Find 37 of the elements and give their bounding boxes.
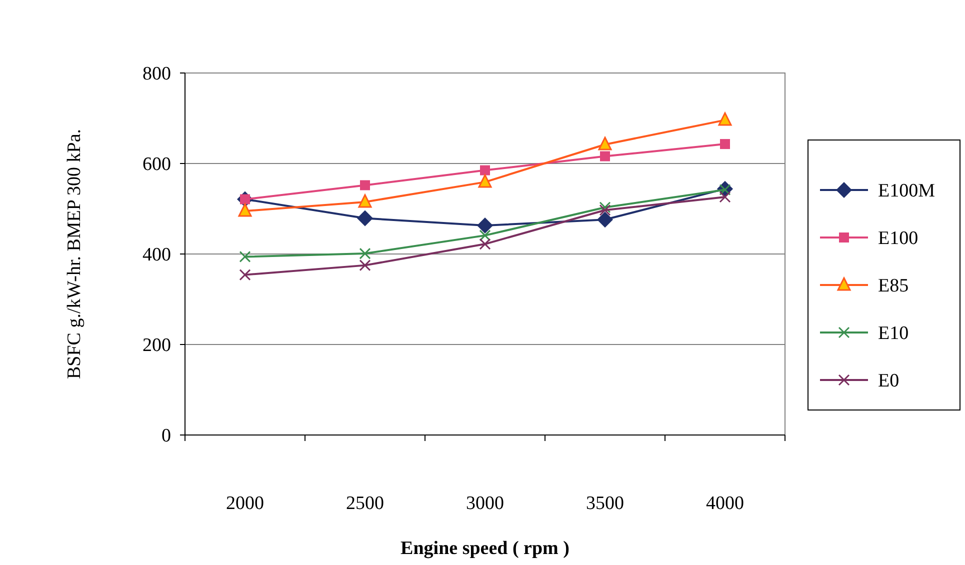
x-tick-label: 3000 bbox=[466, 493, 504, 514]
point bbox=[718, 112, 732, 126]
legend-label: E0 bbox=[878, 370, 900, 392]
legend-label: E85 bbox=[878, 276, 909, 297]
point bbox=[477, 217, 493, 234]
point bbox=[360, 180, 370, 190]
point bbox=[239, 269, 251, 281]
point bbox=[478, 174, 492, 188]
point bbox=[597, 212, 613, 228]
point bbox=[358, 194, 372, 208]
x-tick-label: 2500 bbox=[346, 493, 384, 514]
y-axis-title: BSFC g./kW-hr. BMEP 300 kPa. bbox=[64, 128, 85, 380]
point bbox=[359, 248, 371, 260]
point bbox=[359, 260, 371, 272]
point bbox=[479, 230, 491, 242]
x-tick-label: 4000 bbox=[706, 493, 744, 514]
point bbox=[600, 151, 610, 162]
point bbox=[598, 136, 612, 150]
legend-label: E100 bbox=[878, 228, 918, 250]
x-tick-label: 3500 bbox=[586, 493, 624, 514]
y-tick-label: 200 bbox=[142, 335, 171, 356]
point bbox=[480, 165, 490, 176]
point bbox=[357, 210, 373, 226]
legend-label: E10 bbox=[878, 323, 909, 344]
y-tick-label: 400 bbox=[142, 244, 171, 266]
x-tick-label: 2000 bbox=[226, 493, 264, 514]
y-tick-label: 600 bbox=[142, 154, 171, 176]
point bbox=[239, 250, 251, 262]
y-tick-label: 0 bbox=[162, 426, 171, 447]
x-axis-title: Engine speed ( rpm ) bbox=[400, 538, 570, 559]
point bbox=[599, 204, 611, 216]
y-tick-label: 800 bbox=[142, 64, 171, 85]
point bbox=[720, 139, 730, 150]
point bbox=[479, 238, 491, 250]
legend-label: E100M bbox=[878, 180, 936, 202]
point bbox=[719, 191, 731, 203]
point bbox=[238, 203, 252, 217]
